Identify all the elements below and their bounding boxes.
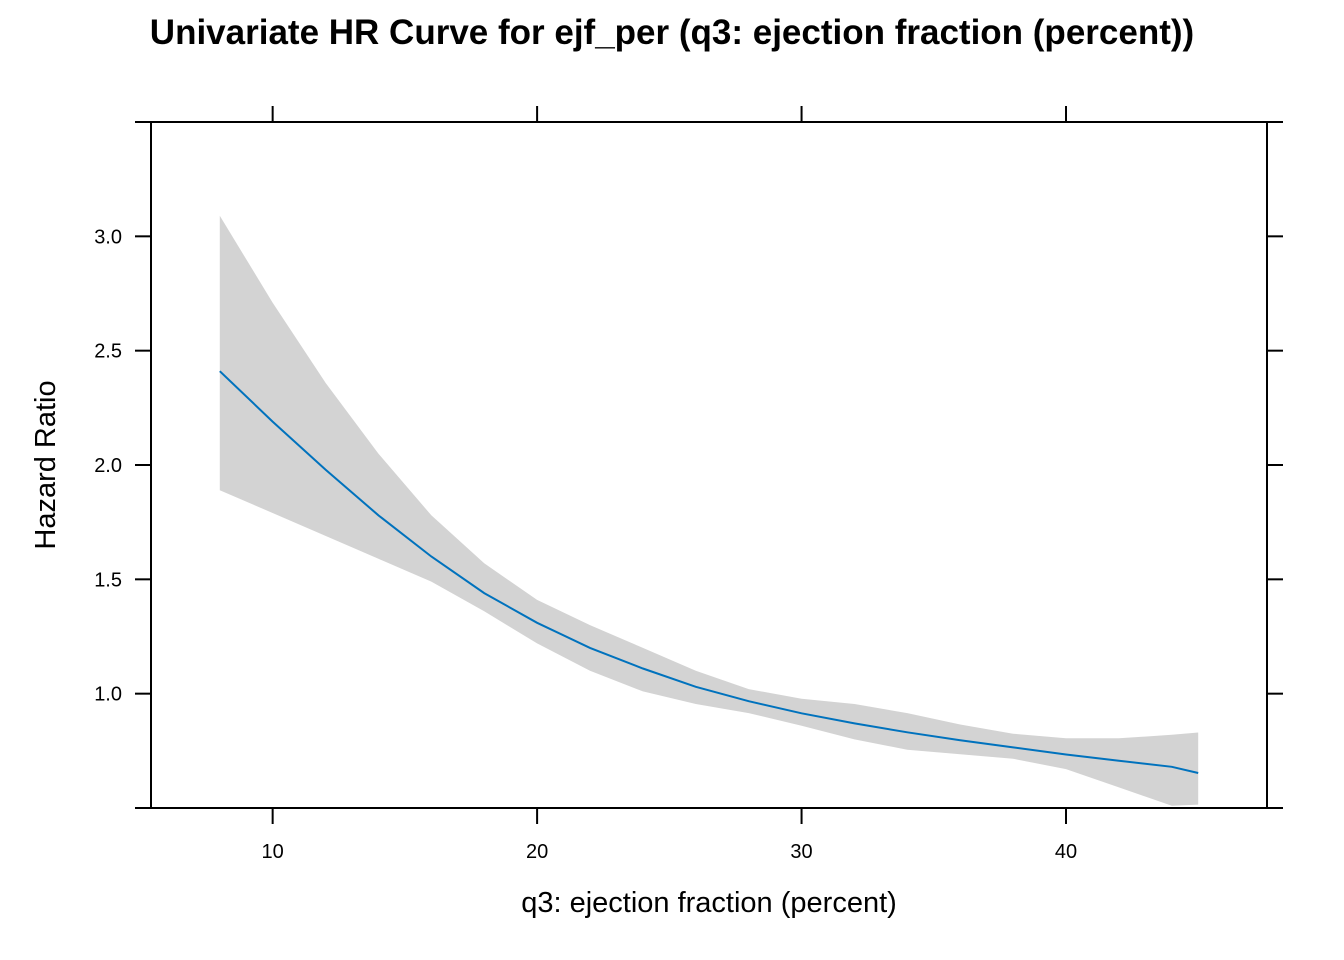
y-axis: 1.0 1.5 2.0 2.5 3.0 bbox=[94, 226, 1283, 706]
y-tick-label-2.5: 2.5 bbox=[94, 341, 122, 363]
x-axis: 10 20 30 40 bbox=[135, 106, 1283, 863]
hazard-ratio-line bbox=[219, 370, 1199, 774]
x-tick-label-20: 20 bbox=[526, 841, 548, 863]
chart-title: Univariate HR Curve for ejf_per (q3: eje… bbox=[150, 13, 1194, 52]
x-tick-label-30: 30 bbox=[790, 841, 812, 863]
y-tick-label-1.5: 1.5 bbox=[94, 569, 122, 591]
confidence-band bbox=[219, 215, 1199, 806]
y-tick-label-2: 2.0 bbox=[94, 455, 122, 477]
x-tick-label-40: 40 bbox=[1055, 841, 1077, 863]
y-axis-label: Hazard Ratio bbox=[30, 380, 62, 549]
x-axis-label: q3: ejection fraction (percent) bbox=[521, 887, 897, 919]
plot-area bbox=[150, 121, 1268, 809]
x-tick-label-10: 10 bbox=[262, 841, 284, 863]
y-tick-label-3: 3.0 bbox=[94, 226, 122, 248]
y-tick-label-1: 1.0 bbox=[94, 684, 122, 706]
